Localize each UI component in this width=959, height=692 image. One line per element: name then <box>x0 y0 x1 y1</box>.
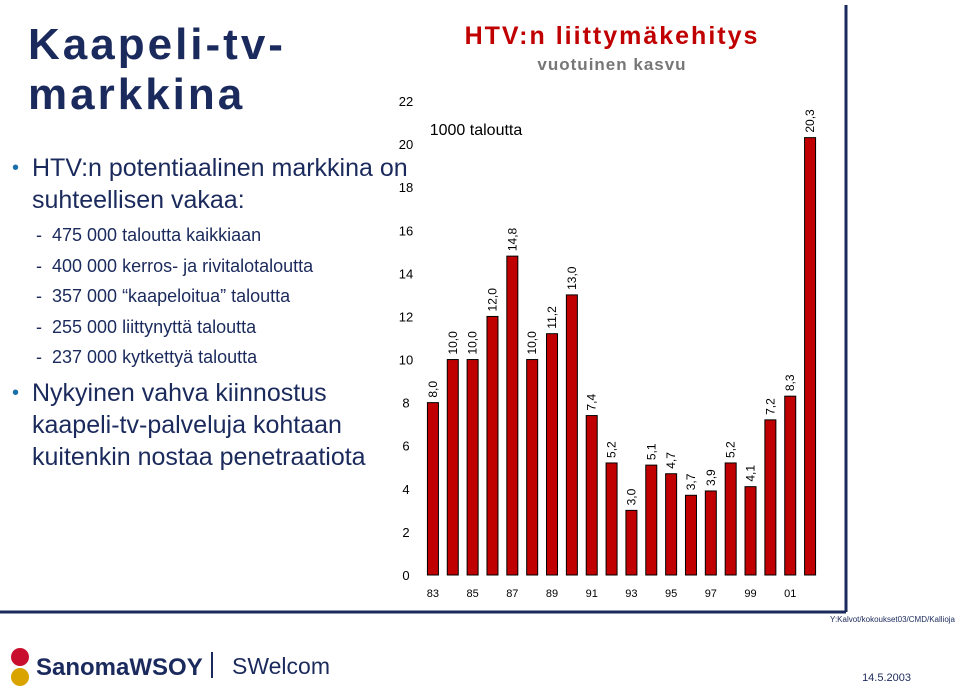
value-label: 7,4 <box>585 394 599 411</box>
chart-subtitle: vuotuinen kasvu <box>537 55 686 74</box>
bar <box>546 333 559 576</box>
y-tick-label: 14 <box>399 266 413 281</box>
x-tick-label: 83 <box>427 588 439 600</box>
slide-title: Kaapeli-tv-markkina <box>28 20 286 119</box>
x-tick-label: 97 <box>705 588 717 600</box>
file-path: Y:Kalvot/kokoukset03/CMD/Kallioja <box>830 615 956 624</box>
x-tick-label: 87 <box>506 588 518 600</box>
bar <box>506 255 519 576</box>
value-label: 20,3 <box>803 109 817 133</box>
value-label: 13,0 <box>565 266 579 290</box>
value-label: 3,0 <box>624 488 638 505</box>
value-label: 3,9 <box>704 469 718 486</box>
y-tick-label: 22 <box>399 94 413 109</box>
value-label: 5,1 <box>644 443 658 460</box>
value-label: 7,2 <box>763 398 777 415</box>
chart-title: HTV:n liittymäkehitys <box>465 22 760 50</box>
value-label: 10,0 <box>466 331 480 355</box>
y-tick-label: 16 <box>399 223 413 238</box>
y-tick-label: 12 <box>399 309 413 324</box>
x-tick-label: 99 <box>744 588 756 600</box>
logo-text: SanomaWSOY <box>36 654 203 681</box>
bar <box>486 315 499 576</box>
x-tick-label: 93 <box>625 588 637 600</box>
logo: SanomaWSOY <box>11 648 203 686</box>
value-label: 10,0 <box>525 331 539 355</box>
y-tick-label: 10 <box>399 353 413 368</box>
bar <box>744 486 757 576</box>
bar <box>724 462 737 576</box>
x-tick-label: 01 <box>784 588 796 600</box>
value-label: 8,3 <box>783 374 797 391</box>
bar <box>446 359 459 576</box>
bar <box>526 359 539 576</box>
bar <box>565 294 578 576</box>
bullet: Nykyinen vahva kiinnostus kaapeli-tv-pal… <box>12 377 412 473</box>
unit: SWelcom <box>232 653 330 679</box>
value-label: 11,2 <box>545 306 559 329</box>
bar <box>804 137 817 576</box>
bar <box>625 509 638 576</box>
sub-bullet: 475 000 taloutta kaikkiaan <box>12 220 412 251</box>
bar <box>784 395 797 576</box>
bar <box>645 464 658 576</box>
bullets: HTV:n potentiaalinen markkina on suhteel… <box>12 152 412 477</box>
x-tick-label: 85 <box>467 588 479 600</box>
bar <box>665 473 678 576</box>
sub-bullet: 255 000 liittynyttä taloutta <box>12 312 412 343</box>
bar <box>466 359 479 576</box>
bar <box>605 462 618 576</box>
y-tick-label: 2 <box>402 525 409 540</box>
annotation: 1000 taloutta <box>430 122 523 139</box>
bullet: HTV:n potentiaalinen markkina on suhteel… <box>12 152 412 216</box>
value-label: 12,0 <box>485 288 499 312</box>
y-tick-label: 8 <box>402 396 409 411</box>
y-tick-label: 18 <box>399 180 413 195</box>
y-tick-label: 4 <box>402 482 409 497</box>
sub-bullet: 400 000 kerros- ja rivitalotaloutta <box>12 251 412 282</box>
x-tick-label: 89 <box>546 588 558 600</box>
date: 14.5.2003 <box>862 672 911 684</box>
value-label: 10,0 <box>446 331 460 355</box>
value-label: 14,8 <box>505 227 519 251</box>
y-tick-label: 6 <box>402 439 409 454</box>
value-label: 5,2 <box>724 441 738 458</box>
value-label: 8,0 <box>426 381 440 398</box>
value-label: 4,7 <box>664 452 678 469</box>
value-label: 5,2 <box>605 441 619 458</box>
bar <box>764 419 777 576</box>
sub-bullet: 237 000 kytkettyä taloutta <box>12 342 412 373</box>
value-label: 4,1 <box>744 465 758 482</box>
bar <box>704 490 717 576</box>
y-tick-label: 20 <box>399 137 413 152</box>
y-tick-label: 0 <box>402 568 409 583</box>
x-tick-label: 95 <box>665 588 677 600</box>
x-tick-label: 91 <box>586 588 598 600</box>
value-label: 3,7 <box>684 473 698 490</box>
bar <box>426 402 439 576</box>
sub-bullet: 357 000 “kaapeloitua” taloutta <box>12 281 412 312</box>
bar <box>684 494 697 576</box>
bar <box>585 415 598 576</box>
